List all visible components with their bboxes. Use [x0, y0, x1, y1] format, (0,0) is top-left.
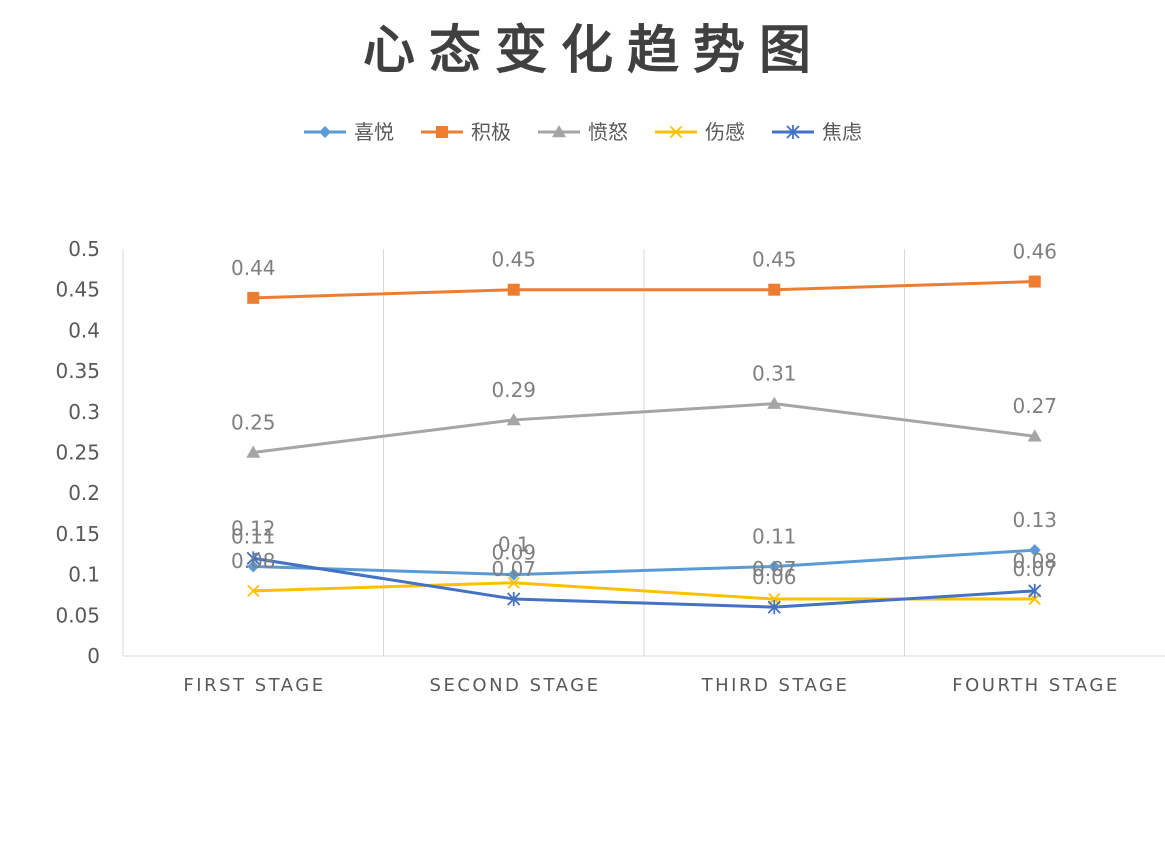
- x-tick-label: SECOND STAGE: [430, 675, 601, 696]
- y-tick-label: 0.15: [55, 522, 100, 546]
- y-tick-label: 0.5: [68, 237, 100, 261]
- data-point-marker: [1028, 275, 1041, 288]
- x-axis-ticks: FIRST STAGE SECOND STAGE THIRD STAGE FOURTH…: [183, 675, 1120, 696]
- y-tick-label: 0.4: [68, 318, 100, 342]
- series-lines: [251, 280, 1037, 609]
- chart-title: 心态变化趋势图: [363, 20, 825, 81]
- data-label: 0.08: [1012, 549, 1057, 573]
- legend-marker: [436, 126, 448, 138]
- legend-label: 愤怒: [588, 120, 628, 144]
- x-tick-label: FIRST STAGE: [183, 675, 325, 696]
- legend-entry: 焦虑: [772, 120, 862, 144]
- data-point-marker: [247, 291, 260, 304]
- data-label: 0.11: [752, 524, 797, 548]
- data-point-marker: [247, 560, 260, 573]
- legend-label: 焦虑: [822, 120, 862, 144]
- legend-entry: 喜悦: [304, 120, 394, 144]
- y-tick-label: 0.2: [68, 481, 100, 505]
- legend-entry: 积极: [421, 120, 511, 144]
- data-point-marker: [767, 396, 782, 409]
- data-label: 0.45: [491, 248, 536, 272]
- y-tick-label: 0.45: [55, 278, 100, 302]
- data-point-marker: [507, 283, 520, 296]
- data-label: 0.07: [491, 557, 536, 581]
- data-label: 0.09: [491, 541, 536, 565]
- y-axis-ticks: 0 0.05 0.1 0.15 0.2 0.25 0.3 0.35 0.4 0.45 0.5: [55, 237, 100, 668]
- data-label: 0.13: [1012, 508, 1057, 532]
- data-label: 0.29: [491, 378, 536, 402]
- y-tick-label: 0: [87, 644, 100, 668]
- series-line: [251, 556, 1037, 609]
- data-point-marker: [246, 551, 260, 566]
- legend-marker: [552, 125, 566, 138]
- axes: [122, 249, 1165, 657]
- data-label: 0.12: [231, 516, 276, 540]
- legend-marker: [319, 126, 331, 138]
- legend-label: 积极: [471, 120, 511, 144]
- series-line: [251, 402, 1037, 454]
- y-tick-label: 0.35: [55, 359, 100, 383]
- data-label: 0.25: [231, 411, 276, 435]
- legend-marker: [669, 125, 683, 139]
- legend-entry: 愤怒: [538, 120, 628, 144]
- data-labels: 0.11 0.1 0.11 0.13 0.44 0.45 0.45 0.46 0.25 0.29 0…: [231, 240, 1057, 590]
- data-point-marker: [247, 584, 260, 598]
- data-point-marker: [507, 592, 521, 607]
- data-point-marker: [767, 600, 781, 615]
- series-line: [251, 548, 1037, 577]
- data-label: 0.07: [1012, 557, 1057, 581]
- data-label: 0.46: [1012, 240, 1057, 264]
- series-line: [251, 280, 1037, 300]
- y-tick-label: 0.1: [68, 563, 100, 587]
- x-tick-label: FOURTH STAGE: [952, 675, 1120, 696]
- data-label: 0.08: [231, 549, 276, 573]
- data-point-marker: [507, 576, 520, 589]
- data-label: 0.44: [231, 256, 276, 280]
- y-tick-label: 0.25: [55, 441, 100, 465]
- x-tick-label: THIRD STAGE: [701, 675, 850, 696]
- legend-label: 伤感: [705, 120, 745, 144]
- data-point-marker: [506, 412, 521, 426]
- data-point-marker: [1028, 583, 1042, 598]
- y-tick-label: 0.05: [55, 603, 100, 627]
- data-label: 0.27: [1012, 394, 1057, 418]
- data-label: 0.1: [498, 533, 530, 557]
- series-markers: [246, 275, 1042, 615]
- legend-label: 喜悦: [354, 120, 394, 144]
- legend-entry: 伤感: [655, 120, 745, 144]
- data-point-marker: [246, 445, 261, 458]
- data-label: 0.11: [231, 524, 276, 548]
- data-label: 0.07: [752, 557, 797, 581]
- data-label: 0.06: [752, 565, 797, 589]
- data-point-marker: [1027, 429, 1042, 442]
- legend: 喜悦 积极 愤怒 伤感 焦虑: [304, 120, 862, 144]
- data-point-marker: [1028, 544, 1041, 557]
- data-point-marker: [768, 560, 781, 573]
- data-point-marker: [768, 283, 781, 296]
- gridlines: [383, 249, 905, 656]
- data-label: 0.45: [752, 248, 797, 272]
- data-point-marker: [507, 568, 520, 581]
- y-tick-label: 0.3: [68, 400, 100, 424]
- legend-marker: [786, 125, 800, 139]
- data-label: 0.31: [752, 362, 797, 386]
